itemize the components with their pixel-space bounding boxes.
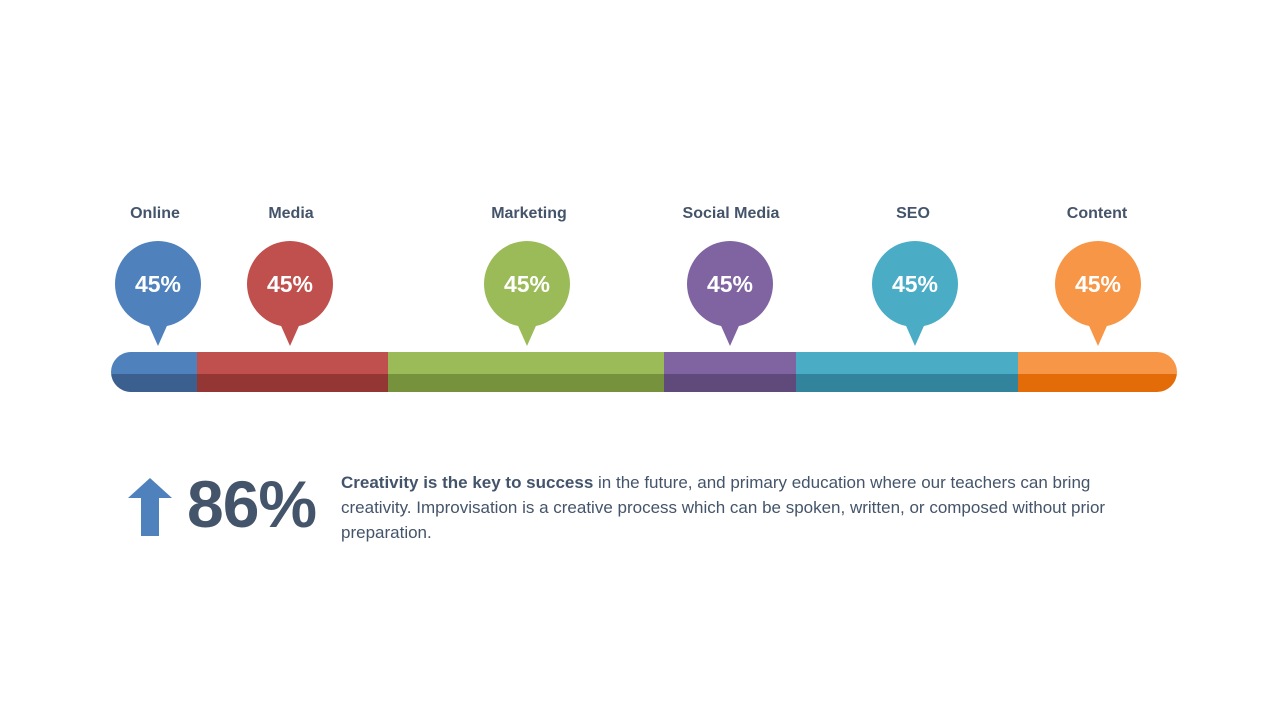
segment-highlight bbox=[796, 352, 1018, 374]
bar-segment-marketing bbox=[388, 352, 664, 392]
segment-shade bbox=[796, 374, 1018, 392]
label-social-media: Social Media bbox=[682, 205, 780, 222]
pin-online: 45% bbox=[115, 241, 201, 347]
segment-shade bbox=[388, 374, 664, 392]
label-marketing: Marketing bbox=[491, 205, 567, 222]
pin-value: 45% bbox=[266, 270, 314, 297]
pin-value: 45% bbox=[134, 270, 182, 297]
bar-segment-social-media bbox=[664, 352, 796, 392]
segment-shade bbox=[664, 374, 796, 392]
segment-shade bbox=[1018, 374, 1177, 392]
pin-circle: 45% bbox=[872, 241, 958, 327]
description-bold: Creativity is the key to success bbox=[341, 473, 594, 492]
pin-social-media: 45% bbox=[687, 241, 773, 347]
segment-shade bbox=[197, 374, 388, 392]
segment-highlight bbox=[388, 352, 664, 374]
segment-highlight bbox=[1018, 352, 1177, 374]
pin-circle: 45% bbox=[1055, 241, 1141, 327]
label-content: Content bbox=[1066, 205, 1128, 222]
pin-value: 45% bbox=[503, 270, 551, 297]
bar-segment-content bbox=[1018, 352, 1177, 392]
description-rest: in the future, and primary education whe… bbox=[341, 473, 1106, 542]
pin-circle: 45% bbox=[115, 241, 201, 327]
bar-segment-media bbox=[197, 352, 388, 392]
label-online: Online bbox=[130, 205, 180, 222]
pin-content: 45% bbox=[1055, 241, 1141, 347]
pin-circle: 45% bbox=[247, 241, 333, 327]
pin-marketing: 45% bbox=[484, 241, 570, 347]
bar-segment-seo bbox=[796, 352, 1018, 392]
pin-value: 45% bbox=[891, 270, 939, 297]
arrow-up-icon bbox=[128, 478, 172, 536]
segment-highlight bbox=[111, 352, 197, 374]
description-text: Creativity is the key to success in the … bbox=[341, 470, 1141, 545]
label-seo: SEO bbox=[896, 205, 930, 222]
pin-seo: 45% bbox=[872, 241, 958, 347]
pin-value: 45% bbox=[706, 270, 754, 297]
pin-circle: 45% bbox=[687, 241, 773, 327]
label-media: Media bbox=[268, 205, 314, 222]
pin-circle: 45% bbox=[484, 241, 570, 327]
pin-value: 45% bbox=[1074, 270, 1122, 297]
stat-value: 86% bbox=[187, 467, 317, 541]
pin-media: 45% bbox=[247, 241, 333, 347]
timeline-bar bbox=[111, 352, 1177, 392]
segment-shade bbox=[111, 374, 197, 392]
segment-highlight bbox=[197, 352, 388, 374]
bar-segment-online bbox=[111, 352, 197, 392]
segment-highlight bbox=[664, 352, 796, 374]
